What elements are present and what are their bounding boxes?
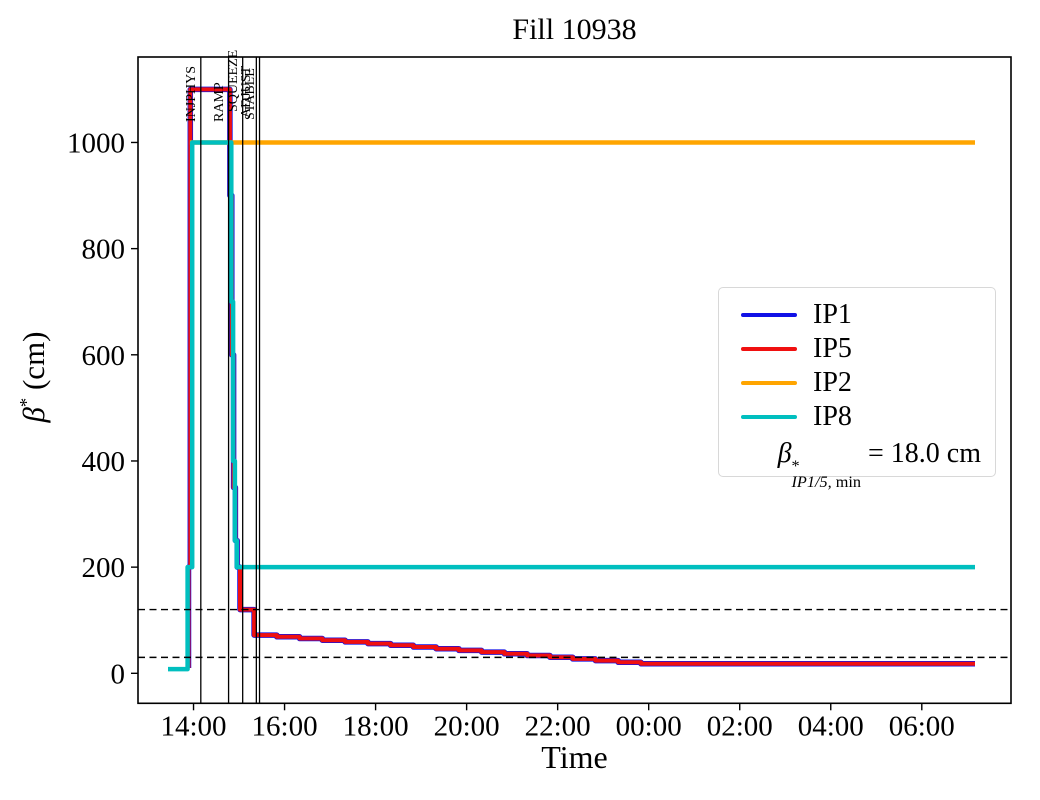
chart-title: Fill 10938 bbox=[512, 13, 637, 46]
x-tick-label-0400: 04:00 bbox=[798, 710, 864, 742]
x-tick-label-0000: 00:00 bbox=[616, 710, 682, 742]
legend-swatch-ip8 bbox=[741, 414, 797, 420]
x-tick-label-0600: 06:00 bbox=[889, 710, 955, 742]
y-tick-label-200: 200 bbox=[82, 552, 126, 584]
legend-beta-min-annotation: β * IP1/5, min = 18.0 cm bbox=[731, 438, 995, 490]
x-tick-label-0200: 02:00 bbox=[707, 710, 773, 742]
legend-label-ip1: IP1 bbox=[813, 299, 852, 330]
x-tick-label-2200: 22:00 bbox=[525, 710, 591, 742]
y-axis-unit: (cm) bbox=[16, 331, 51, 398]
y-tick-label-1000: 1000 bbox=[67, 127, 125, 159]
legend-row-ip5: IP5 bbox=[731, 332, 995, 366]
beta-symbol: β bbox=[16, 407, 51, 423]
legend-row-ip8: IP8 bbox=[731, 400, 995, 434]
legend-swatch-ip2 bbox=[741, 380, 797, 386]
x-tick-label-1600: 16:00 bbox=[252, 710, 318, 742]
series-ip8-line bbox=[168, 140, 975, 672]
x-tick-label-2000: 20:00 bbox=[434, 710, 500, 742]
x-tick-label-1800: 18:00 bbox=[343, 710, 409, 742]
beam-mode-label-stable: STABLE bbox=[242, 68, 258, 120]
x-tick-label-1400: 14:00 bbox=[160, 710, 226, 742]
y-axis-label: β* (cm) bbox=[16, 227, 52, 527]
legend-label-ip2: IP2 bbox=[813, 367, 852, 398]
legend-label-ip5: IP5 bbox=[813, 333, 852, 364]
legend-label-ip8: IP8 bbox=[813, 401, 852, 432]
beta-min-value: = 18.0 cm bbox=[868, 438, 981, 469]
y-tick-label-600: 600 bbox=[82, 340, 126, 372]
beam-mode-label-injphys: INJPHYS bbox=[183, 65, 199, 122]
axes-frame bbox=[137, 56, 1012, 705]
y-tick-label-0: 0 bbox=[111, 658, 126, 690]
legend-swatch-ip1 bbox=[741, 312, 797, 318]
legend-swatch-ip5 bbox=[741, 346, 797, 352]
beta-star-sup: * bbox=[791, 456, 800, 475]
y-tick-label-400: 400 bbox=[82, 446, 126, 478]
legend: IP1 IP5 IP2 IP8 β * IP1/5, min = 18.0 cm bbox=[718, 287, 996, 490]
legend-row-ip1: IP1 bbox=[731, 298, 995, 332]
beta-subscript: IP1/5, min bbox=[791, 473, 861, 492]
legend-rows: IP1 IP5 IP2 IP8 bbox=[731, 298, 995, 434]
beta-sup-sub-stack: * IP1/5, min bbox=[791, 456, 861, 492]
y-tick-label-800: 800 bbox=[82, 234, 126, 266]
x-axis-label: Time bbox=[541, 739, 608, 775]
legend-row-ip2: IP2 bbox=[731, 366, 995, 400]
beta-symbol: β bbox=[777, 438, 792, 469]
beta-star-sup: * bbox=[16, 397, 38, 408]
